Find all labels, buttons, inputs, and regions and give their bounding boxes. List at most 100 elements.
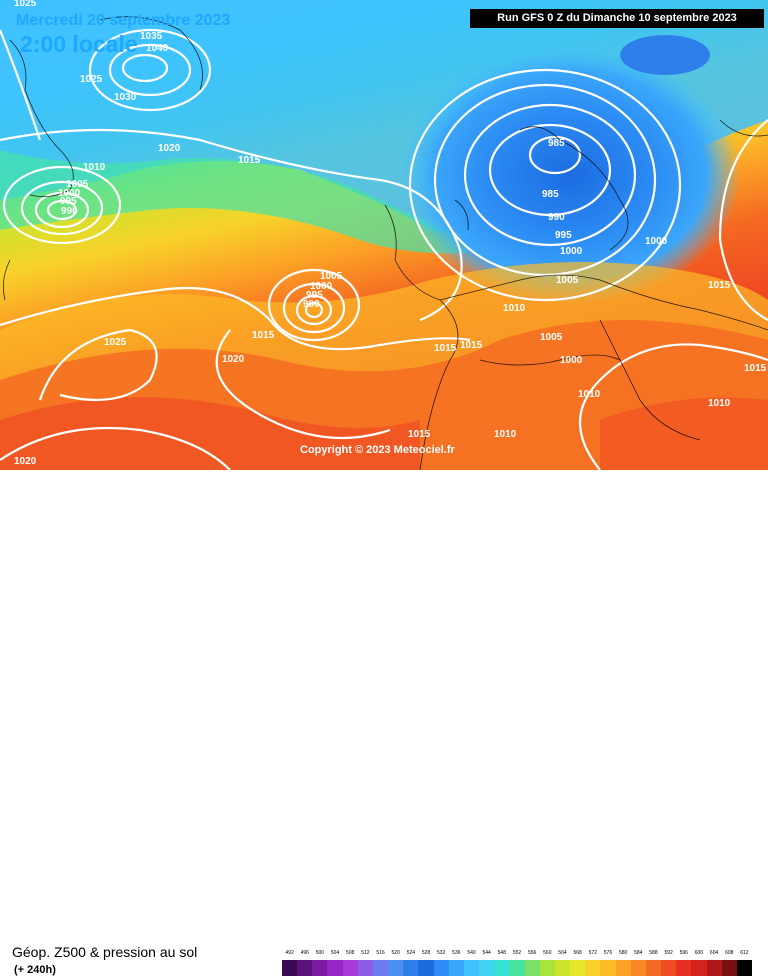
isobar-label: 1010 xyxy=(578,389,601,400)
scale-swatch xyxy=(479,960,495,976)
geopotential-field: 1025103510401025103010101005100099599010… xyxy=(0,0,768,470)
scale-tick-label: 604 xyxy=(709,950,719,956)
scale-swatch xyxy=(539,960,556,976)
forecast-date: Mercredi 20 septembre 2023 xyxy=(16,12,231,29)
scale-tick-label: 544 xyxy=(482,950,491,956)
scale-tick-label: 556 xyxy=(527,950,537,956)
scale-swatch xyxy=(509,960,526,976)
scale-swatch xyxy=(463,960,480,976)
map-subtitle: (+ 240h) xyxy=(14,964,56,976)
scale-swatch xyxy=(297,960,313,976)
scale-tick-label: 596 xyxy=(679,950,688,956)
isobar-label: 1015 xyxy=(252,330,275,341)
isobar-label: 1025 xyxy=(14,0,37,9)
scale-swatch xyxy=(372,960,389,976)
scale-swatch xyxy=(524,960,541,976)
isobar-label: 1015 xyxy=(460,340,483,351)
scale-swatch xyxy=(327,960,344,976)
scale-tick-label: 560 xyxy=(543,950,552,956)
scale-tick-label: 580 xyxy=(618,950,628,956)
scale-tick-label: 508 xyxy=(346,950,355,956)
scale-tick-label: 528 xyxy=(421,950,431,956)
isobar-label: 1005 xyxy=(540,332,563,343)
scale-swatch xyxy=(418,960,435,976)
isobar-label: 1030 xyxy=(114,92,137,103)
scale-tick-label: 576 xyxy=(603,950,613,956)
scale-tick-label: 504 xyxy=(330,950,340,956)
scale-tick-label: 592 xyxy=(664,950,673,956)
isobar-label: 1010 xyxy=(494,429,517,440)
isobar-label: 1005 xyxy=(556,275,579,286)
scale-swatch xyxy=(615,960,632,976)
isobar-label: 1025 xyxy=(80,74,103,85)
isobar-label: 1020 xyxy=(14,456,37,467)
scale-tick-label: 492 xyxy=(285,950,294,956)
scale-swatch xyxy=(630,960,647,976)
scale-swatch xyxy=(736,960,753,976)
scale-tick-label: 512 xyxy=(361,950,370,956)
scale-tick-label: 524 xyxy=(406,950,416,956)
scale-swatch xyxy=(312,960,328,976)
scale-tick-label: 496 xyxy=(300,950,309,956)
scale-tick-label: 536 xyxy=(452,950,461,956)
weather-map: 1025 1035 1040 1025 1030 1010 1005 1000 995 990 10… xyxy=(0,0,768,470)
isobar-label: 1010 xyxy=(708,398,731,409)
isobar-label: 1005 xyxy=(66,179,89,190)
scale-tick-label: 516 xyxy=(376,950,385,956)
coastlines xyxy=(2,16,768,470)
forecast-time: 2:00 locale xyxy=(20,31,138,57)
scale-swatch xyxy=(691,960,707,976)
scale-swatch xyxy=(554,960,571,976)
run-banner: Run GFS 0 Z du Dimanche 10 septembre 202… xyxy=(470,9,764,28)
isobar-label: 1000 xyxy=(58,188,81,199)
copyright: Copyright © 2023 Meteociel.fr xyxy=(300,444,455,456)
isobar-label: 1005 xyxy=(320,271,343,282)
scale-swatch xyxy=(645,960,662,976)
scale-swatch xyxy=(721,960,738,976)
isobar-label: 985 xyxy=(548,138,565,149)
scale-swatch xyxy=(706,960,723,976)
isobar-labels: 1025103510401025103010101005100099599010… xyxy=(14,0,767,467)
scale-swatch xyxy=(357,960,374,976)
isobar-label: 1010 xyxy=(83,162,106,173)
isobar-label: 990 xyxy=(548,212,565,223)
color-scale-labels: 492 496 500 504 508 512 516 520 524 528 532 536 540 5… xyxy=(282,950,752,959)
color-scale-bar xyxy=(282,960,753,976)
scale-swatch xyxy=(494,960,510,976)
isobar-label: 1000 xyxy=(560,355,583,366)
isobar-label: 995 xyxy=(60,196,77,207)
scale-swatch xyxy=(570,960,586,976)
scale-tick-label: 608 xyxy=(725,950,734,956)
scale-swatch xyxy=(676,960,692,976)
scale-tick-label: 500 xyxy=(315,950,325,956)
isobar-label: 990 xyxy=(61,206,78,217)
isobar-label: 1025 xyxy=(104,337,127,348)
scale-swatch xyxy=(661,960,677,976)
isobar-label: 1020 xyxy=(158,143,181,154)
scale-tick-label: 520 xyxy=(391,950,400,956)
isobar-label: 1015 xyxy=(434,343,457,354)
scale-tick-label: 552 xyxy=(512,950,522,956)
scale-tick-label: 584 xyxy=(634,950,643,956)
map-title: Géop. Z500 & pression au sol xyxy=(12,944,198,960)
scale-tick-label: 572 xyxy=(588,950,597,956)
isobar-lines xyxy=(0,28,768,470)
isobar-label: 990 xyxy=(303,299,320,310)
isobar-label: 1015 xyxy=(408,429,431,440)
scale-swatch xyxy=(448,960,465,976)
isobar-label: 995 xyxy=(306,290,323,301)
scale-tick-label: 588 xyxy=(649,950,658,956)
scale-tick-label: 548 xyxy=(497,950,506,956)
isobar-label: 1040 xyxy=(146,43,169,54)
isobar-label: 1010 xyxy=(503,303,526,314)
scale-swatch xyxy=(600,960,617,976)
scale-tick-label: 540 xyxy=(467,950,476,956)
scale-swatch xyxy=(282,960,298,976)
scale-tick-label: 600 xyxy=(694,950,704,956)
scale-swatch xyxy=(585,960,601,976)
isobar-label: 985 xyxy=(542,189,559,200)
isobar-label: 1000 xyxy=(560,246,583,257)
isobar-label: 1020 xyxy=(222,354,245,365)
isobar-label: 1015 xyxy=(744,363,767,374)
isobar-label: 1000 xyxy=(310,281,333,292)
